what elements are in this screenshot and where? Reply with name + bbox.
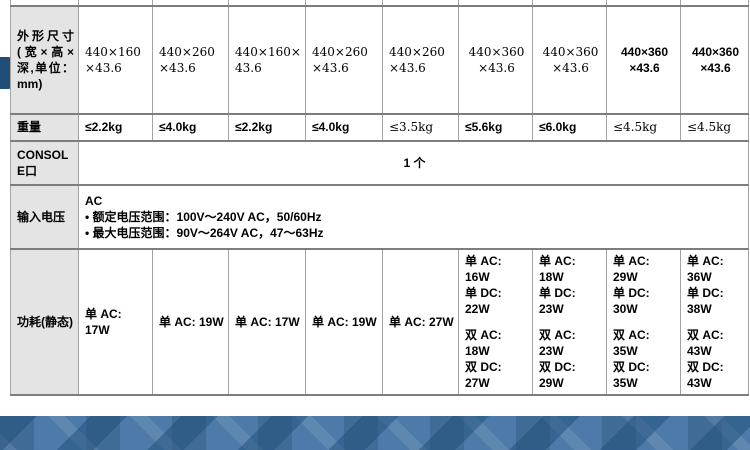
weight-cell: ≤2.2kg xyxy=(228,113,306,142)
power-line: 双 AC: 18W xyxy=(465,327,502,358)
weight-cell: ≤4.0kg xyxy=(305,113,383,142)
row-header-weight: 重量 xyxy=(10,113,79,142)
weight-cell: ≤3.5kg xyxy=(382,113,459,142)
power-line: 双 DC: 43W xyxy=(687,359,724,391)
power-line: 单 AC: 17W xyxy=(85,306,122,337)
voltage-rated-range: • 额定电压范围：100V～240V AC，50/60Hz xyxy=(85,209,322,224)
power-cell: 单 AC: 16W 单 DC: 22W 双 AC: 18W 双 DC: 27W xyxy=(458,248,533,396)
console-port-cell: 1 个 xyxy=(78,140,749,186)
spec-table-container: 外形尺寸(宽×高×深,单位：mm) 440×160 ×43.6 440×260 … xyxy=(10,0,749,396)
power-line: 单 DC: 30W xyxy=(613,286,650,317)
row-header-voltage: 输入电压 xyxy=(10,184,79,250)
dimension-cell: 440×260 ×43.6 xyxy=(152,5,229,115)
power-line: 双 DC: 29W xyxy=(539,359,576,391)
weight-cell: ≤4.5kg xyxy=(680,113,749,142)
dimension-cell: 440×360 ×43.6 xyxy=(680,5,749,115)
power-line: 单 AC: 16W xyxy=(465,253,502,284)
dimension-cell: 440×360 ×43.6 xyxy=(606,5,681,115)
spec-table: 外形尺寸(宽×高×深,单位：mm) 440×160 ×43.6 440×260 … xyxy=(10,0,749,396)
row-header-power: 功耗(静态) xyxy=(10,248,79,396)
power-line: 单 AC: 19W xyxy=(159,314,224,329)
voltage-type-label: AC xyxy=(85,193,103,208)
power-cell: 单 AC: 19W xyxy=(305,248,383,396)
power-line: 单 AC: 17W xyxy=(235,314,300,329)
power-cell: 单 AC: 19W xyxy=(152,248,229,396)
power-line: 双 AC: 43W xyxy=(687,327,724,358)
power-line: 单 DC: 22W xyxy=(465,286,502,317)
input-voltage-cell: AC • 额定电压范围：100V～240V AC，50/60Hz • 最大电压范… xyxy=(78,184,749,250)
dimension-cell: 440×160× 43.6 xyxy=(228,5,306,115)
power-line: 双 AC: 35W xyxy=(613,327,650,358)
dimension-cell: 440×260 ×43.6 xyxy=(305,5,383,115)
power-line: 单 DC: 23W xyxy=(539,286,576,317)
row-header-console: CONSOLE口 xyxy=(10,140,79,186)
weight-cell: ≤4.0kg xyxy=(152,113,229,142)
weight-cell: ≤4.5kg xyxy=(606,113,681,142)
row-header-dimensions: 外形尺寸(宽×高×深,单位：mm) xyxy=(10,5,79,115)
weight-cell: ≤5.6kg xyxy=(458,113,533,142)
dimension-cell: 440×360 ×43.6 xyxy=(458,5,533,115)
power-cell: 单 AC: 17W xyxy=(228,248,306,396)
table-row-dimensions: 外形尺寸(宽×高×深,单位：mm) 440×160 ×43.6 440×260 … xyxy=(10,5,749,115)
table-row-voltage: 输入电压 AC • 额定电压范围：100V～240V AC，50/60Hz • … xyxy=(10,184,749,250)
power-line: 双 DC: 35W xyxy=(613,359,650,391)
power-line: 单 AC: 19W xyxy=(312,314,377,329)
power-line: 单 AC: 29W xyxy=(613,253,650,284)
power-cell: 单 AC: 27W xyxy=(382,248,459,396)
power-cell: 单 AC: 17W xyxy=(78,248,153,396)
power-line: 双 AC: 23W xyxy=(539,327,576,358)
dimension-cell: 440×160 ×43.6 xyxy=(78,5,153,115)
table-row-console: CONSOLE口 1 个 xyxy=(10,140,749,186)
power-line: 单 AC: 27W xyxy=(389,314,454,329)
cutoff-cell xyxy=(680,0,749,7)
table-row-power: 功耗(静态) 单 AC: 17W 单 AC: 19W 单 AC: 17W 单 A… xyxy=(10,248,749,396)
table-row-cutoff xyxy=(10,0,749,7)
power-cell: 单 AC: 18W 单 DC: 23W 双 AC: 23W 双 DC: 29W xyxy=(532,248,607,396)
weight-cell: ≤2.2kg xyxy=(78,113,153,142)
weight-cell: ≤6.0kg xyxy=(532,113,607,142)
dimension-cell: 440×260 ×43.6 xyxy=(382,5,459,115)
table-row-weight: 重量 ≤2.2kg ≤4.0kg ≤2.2kg ≤4.0kg ≤3.5kg ≤5… xyxy=(10,113,749,142)
slide-bottom-decoration-band xyxy=(0,416,750,450)
power-line: 单 AC: 18W xyxy=(539,253,576,284)
voltage-max-range: • 最大电压范围：90V～264V AC，47～63Hz xyxy=(85,226,324,241)
power-line: 单 AC: 36W xyxy=(687,253,724,284)
power-cell: 单 AC: 36W 单 DC: 38W 双 AC: 43W 双 DC: 43W xyxy=(680,248,749,396)
power-line: 双 DC: 27W xyxy=(465,359,502,391)
dimension-cell: 440×360 ×43.6 xyxy=(532,5,607,115)
power-line: 单 DC: 38W xyxy=(687,286,724,317)
power-cell: 单 AC: 29W 单 DC: 30W 双 AC: 35W 双 DC: 35W xyxy=(606,248,681,396)
